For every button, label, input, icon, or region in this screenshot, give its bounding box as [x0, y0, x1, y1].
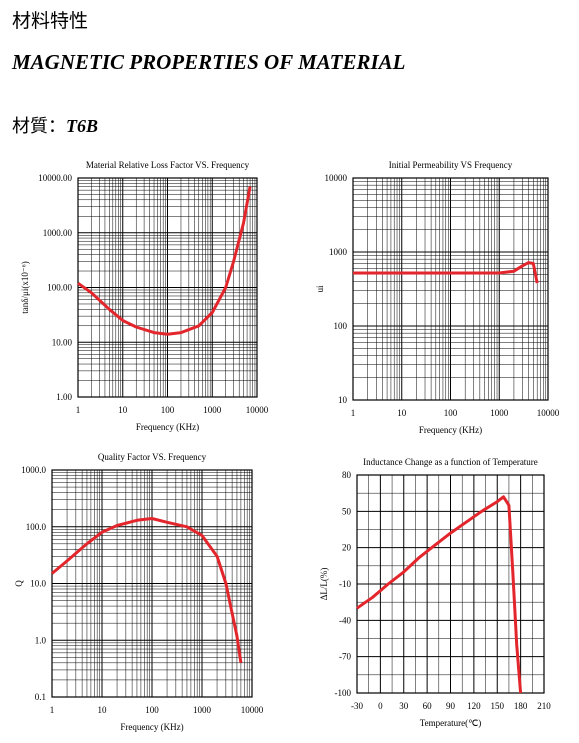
plot-frame — [356, 474, 545, 694]
x-tick-label: 1000 — [203, 405, 222, 415]
y-tick-label: -70 — [339, 652, 351, 662]
y-tick-label: 10.00 — [52, 337, 73, 347]
y-tick-label: 20 — [342, 543, 352, 553]
x-tick-label: 120 — [467, 701, 481, 711]
y-tick-label: -100 — [335, 688, 352, 698]
x-tick-label: 1 — [50, 705, 55, 715]
x-tick-label: 0 — [378, 701, 383, 711]
data-line — [77, 186, 252, 336]
x-tick-label: 60 — [423, 701, 433, 711]
x-tick-label: 30 — [399, 701, 409, 711]
x-tick-label: 1000 — [490, 408, 509, 418]
y-tick-label: 0.1 — [35, 692, 46, 702]
y-tick-label: 100.00 — [47, 283, 72, 293]
plot-frame — [51, 469, 253, 698]
y-axis-label: tanδ/μi(x10⁻⁶) — [20, 261, 30, 313]
y-axis-label: ui — [315, 285, 325, 293]
y-tick-label: 10.0 — [30, 579, 46, 589]
plot-frame — [352, 177, 549, 401]
y-tick-label: 10000.00 — [38, 173, 72, 183]
data-line — [353, 261, 539, 284]
x-tick-label: 10 — [118, 405, 128, 415]
x-tick-label: 90 — [446, 701, 456, 711]
x-axis-label: Frequency (KHz) — [136, 422, 199, 432]
y-tick-label: 50 — [342, 506, 352, 516]
x-tick-label: 1 — [76, 405, 81, 415]
y-tick-label: 10 — [338, 395, 348, 405]
x-tick-label: 180 — [514, 701, 528, 711]
y-tick-label: 1.0 — [35, 635, 47, 645]
x-tick-label: 1 — [351, 408, 356, 418]
data-line — [356, 495, 523, 694]
x-tick-label: 10000 — [537, 408, 560, 418]
y-tick-label: -40 — [339, 615, 351, 625]
y-tick-label: 10000 — [325, 173, 348, 183]
x-tick-label: 150 — [491, 701, 505, 711]
x-tick-label: 100 — [161, 405, 175, 415]
y-tick-label: 100 — [334, 321, 348, 331]
x-tick-label: 100 — [444, 408, 458, 418]
x-tick-label: 10 — [98, 705, 108, 715]
chart-title: Material Relative Loss Factor VS. Freque… — [86, 160, 250, 170]
title-en: MAGNETIC PROPERTIES OF MATERIAL — [12, 50, 406, 74]
x-tick-label: 100 — [145, 705, 159, 715]
material-name: T6B — [66, 116, 99, 136]
x-axis-label: Temperature(℃) — [420, 718, 481, 728]
data-line — [51, 517, 243, 664]
x-axis-label: Frequency (KHz) — [120, 722, 183, 732]
plot-frame — [77, 177, 258, 398]
y-axis-label: ΔL/L(%) — [319, 568, 329, 601]
y-tick-label: 1000.0 — [21, 465, 46, 475]
chart-title: Quality Factor VS. Frequency — [98, 452, 207, 462]
material-line: 材質：T6B — [12, 112, 98, 138]
y-tick-label: -10 — [339, 579, 351, 589]
y-tick-label: 1.00 — [56, 392, 72, 402]
x-tick-label: 10 — [397, 408, 407, 418]
y-tick-label: 1000.00 — [43, 228, 73, 238]
x-tick-label: 210 — [537, 701, 551, 711]
chart-title: Initial Permeability VS Frequency — [389, 160, 513, 170]
x-axis-label: Frequency (KHz) — [419, 425, 482, 435]
y-tick-label: 1000 — [329, 247, 348, 257]
y-axis-label: Q — [14, 580, 24, 587]
x-tick-label: 10000 — [246, 405, 269, 415]
title-cn: 材料特性 — [12, 11, 89, 32]
y-tick-label: 80 — [342, 470, 352, 480]
x-tick-label: -30 — [351, 701, 363, 711]
chart-title: Inductance Change as a function of Tempe… — [363, 457, 538, 467]
x-tick-label: 1000 — [193, 705, 212, 715]
x-tick-label: 10000 — [241, 705, 264, 715]
material-label: 材質： — [12, 116, 66, 136]
y-tick-label: 100.0 — [26, 522, 47, 532]
